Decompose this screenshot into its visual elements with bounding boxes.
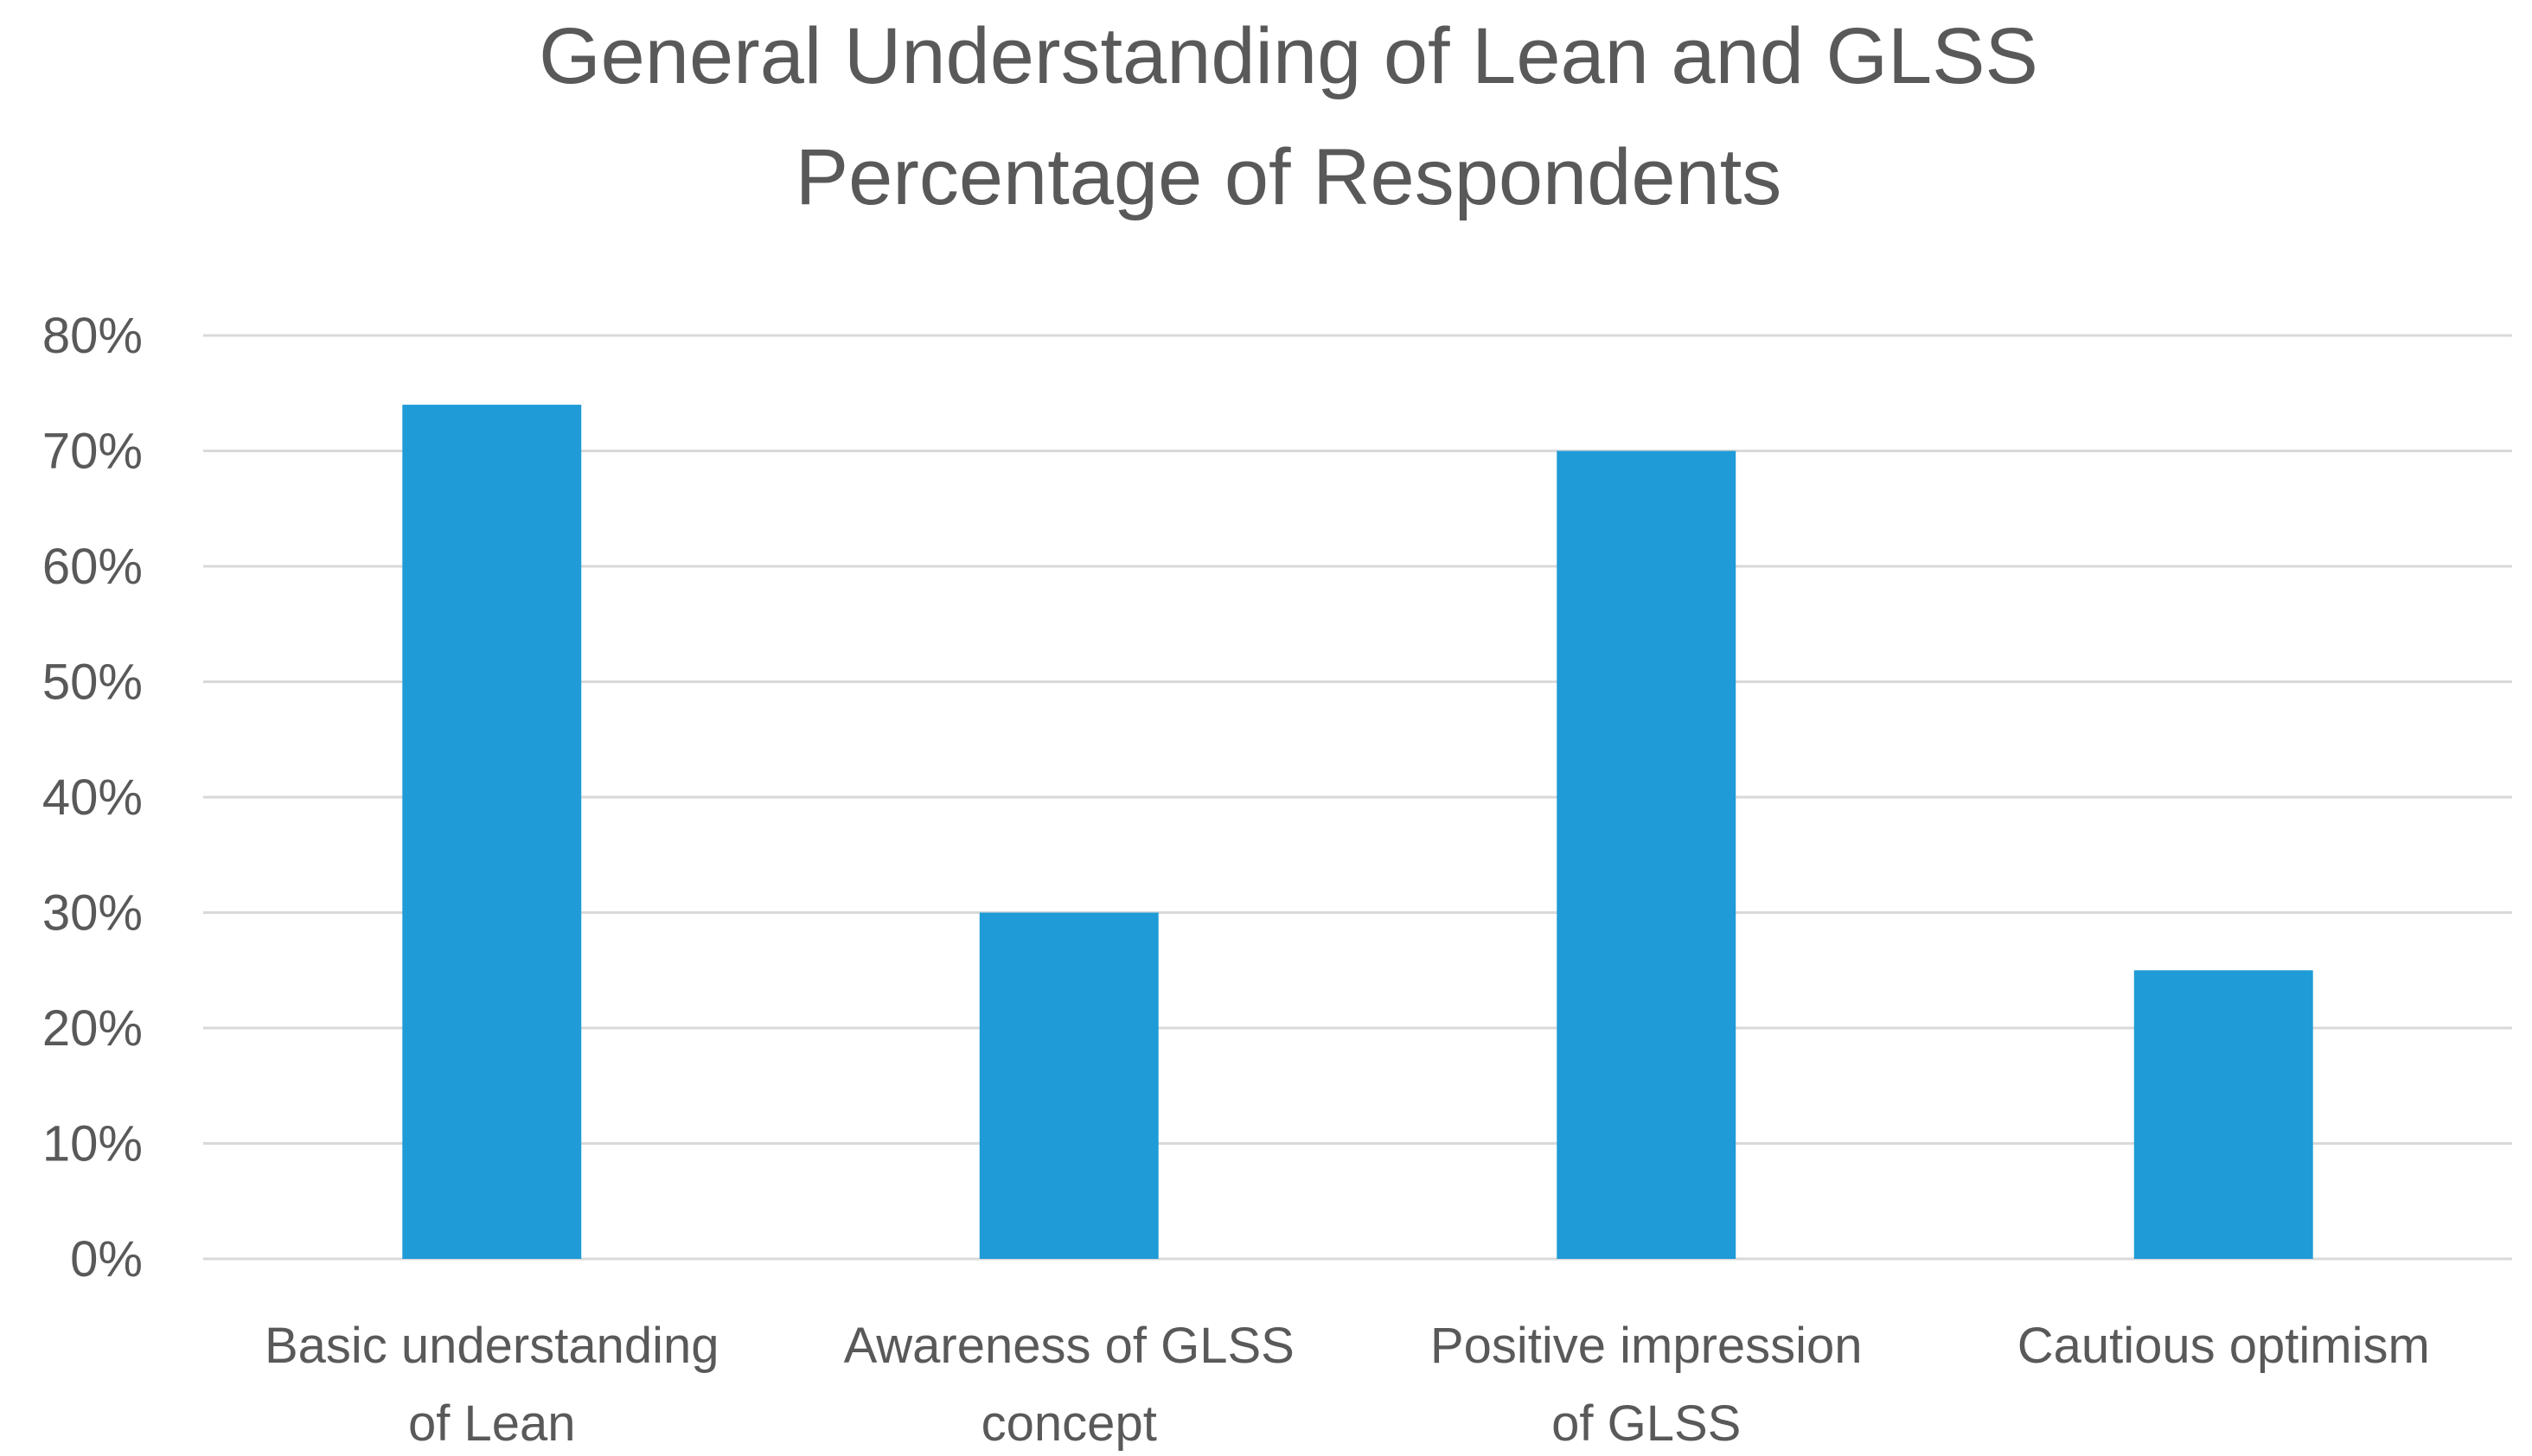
category-label-3-line-2: of GLSS: [1551, 1395, 1741, 1452]
y-tick-label: 50%: [42, 655, 143, 711]
bar-4: [2133, 970, 2313, 1259]
category-label-1-line-2: of Lean: [408, 1395, 576, 1452]
bars: [402, 405, 2313, 1260]
bar-3: [1557, 450, 1736, 1259]
chart-title-line-1: General Understanding of Lean and GLSS: [539, 12, 2038, 100]
chart-title: General Understanding of Lean and GLSS Pe…: [539, 12, 2038, 221]
y-tick-label: 60%: [42, 539, 143, 595]
y-tick-label: 10%: [42, 1116, 143, 1172]
bar-2: [979, 912, 1159, 1259]
category-label-2-line-1: Awareness of GLSS: [844, 1318, 1295, 1374]
y-tick-label: 80%: [42, 308, 143, 364]
x-axis-categories: Basic understanding of Lean Awareness of G…: [265, 1318, 2430, 1452]
category-label-3-line-1: Positive impression: [1430, 1318, 1863, 1374]
y-tick-label: 20%: [42, 1000, 143, 1057]
chart-title-line-2: Percentage of Respondents: [796, 133, 1782, 221]
y-tick-label: 70%: [42, 424, 143, 480]
bar-1: [402, 405, 582, 1260]
y-tick-label: 40%: [42, 770, 143, 826]
category-label-4-line-1: Cautious optimism: [2017, 1318, 2430, 1374]
category-label-2-line-2: concept: [981, 1395, 1157, 1452]
category-label-1-line-1: Basic understanding: [265, 1318, 719, 1374]
y-axis-ticks: 0% 10% 20% 30% 40% 50% 60% 70% 80%: [42, 308, 143, 1287]
gridlines: [203, 334, 2512, 1261]
y-tick-label: 0%: [70, 1231, 143, 1287]
y-tick-label: 30%: [42, 885, 143, 942]
